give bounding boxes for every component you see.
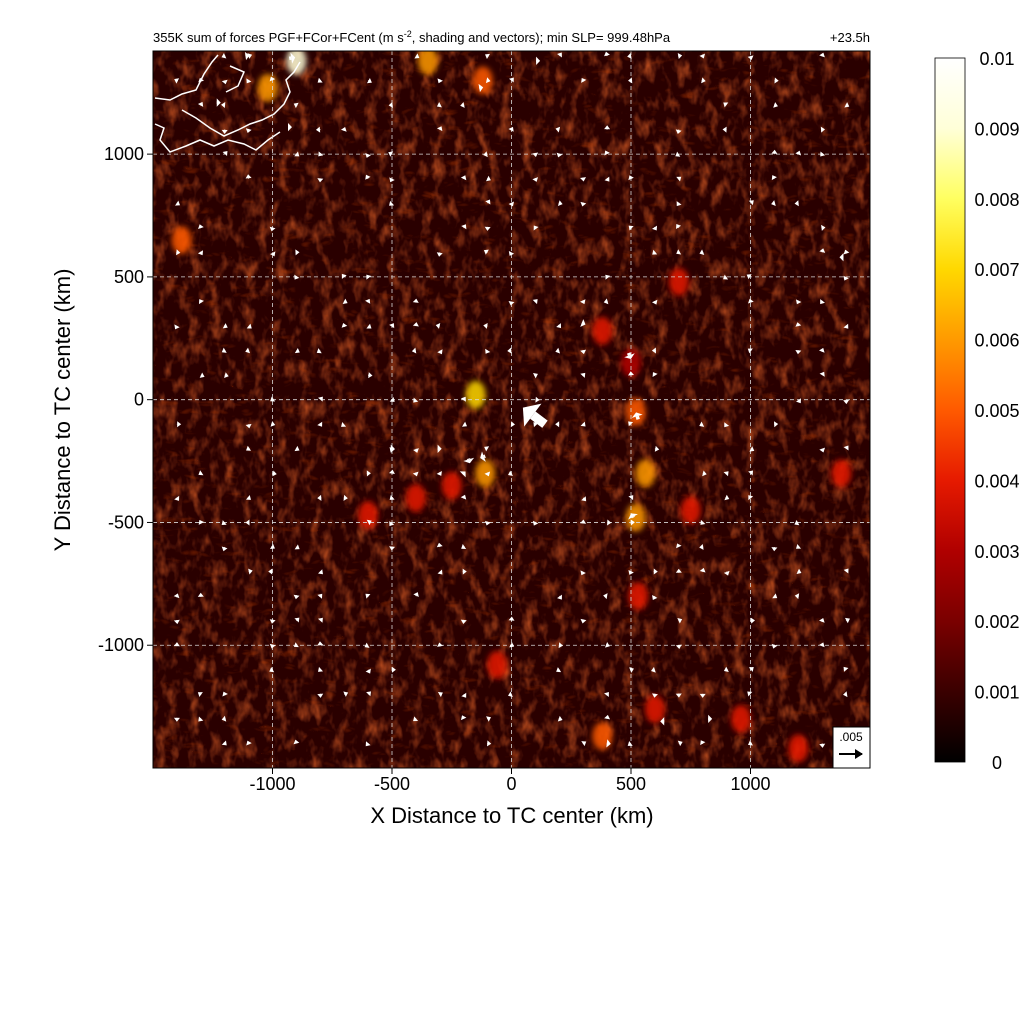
hotspot (635, 459, 655, 487)
colorbar-tick-label: 0 (992, 753, 1002, 773)
colorbar: 0 0.001 0.002 0.003 0.004 0.005 0.006 0.007 0.00… (935, 49, 1020, 773)
hotspot (731, 705, 751, 733)
time-label: +23.5h (830, 30, 870, 45)
hotspot (669, 268, 689, 296)
hotspot (172, 226, 192, 254)
hotspot (592, 317, 612, 345)
hotspot (442, 472, 462, 500)
colorbar-tick-label: 0.005 (974, 401, 1019, 421)
hotspot (258, 74, 278, 102)
reference-vector-label: .005 (839, 730, 863, 744)
x-tick-label: 500 (616, 774, 646, 794)
chart-title: 355K sum of forces PGF+FCor+FCent (m s-2… (153, 29, 671, 45)
x-tick-label: -500 (374, 774, 410, 794)
colorbar-tick-label: 0.002 (974, 612, 1019, 632)
hotspot (358, 501, 378, 529)
x-tick-label: -1000 (249, 774, 295, 794)
colorbar-tick-label: 0.008 (974, 190, 1019, 210)
hotspot (487, 651, 507, 679)
hotspot (592, 722, 612, 750)
colorbar-tick-label: 0.009 (974, 119, 1019, 139)
colorbar-tick-label: 0.001 (974, 683, 1019, 703)
reference-vector-box: .005 (833, 727, 870, 768)
hotspot (406, 484, 426, 512)
hotspot (466, 381, 486, 409)
hotspot (475, 459, 495, 487)
colorbar-tick-label: 0.003 (974, 542, 1019, 562)
y-tick-label: 500 (114, 267, 144, 287)
hotspot (626, 504, 646, 532)
colorbar-tick-label: 0.01 (979, 49, 1014, 69)
x-axis-title: X Distance to TC center (km) (370, 803, 653, 828)
x-tick-label: 1000 (730, 774, 770, 794)
colorbar-ticks: 0 0.001 0.002 0.003 0.004 0.005 0.006 0.007 0.00… (974, 49, 1019, 773)
hotspot (831, 459, 851, 487)
y-tick-label: -1000 (98, 635, 144, 655)
y-tick-label: 0 (134, 390, 144, 410)
colorbar-tick-label: 0.006 (974, 331, 1019, 351)
y-tick-label: -500 (108, 512, 144, 532)
y-tick-label: 1000 (104, 144, 144, 164)
x-tick-label: 0 (506, 774, 516, 794)
hotspot (788, 734, 808, 762)
hotspot (681, 496, 701, 524)
y-axis-title: Y Distance to TC center (km) (50, 269, 75, 552)
y-axis: -1000 -500 0 500 1000 (98, 144, 153, 655)
colorbar-tick-label: 0.007 (974, 260, 1019, 280)
plot-area (153, 47, 870, 768)
colorbar-tick-label: 0.004 (974, 471, 1019, 491)
colorbar-gradient (935, 58, 965, 762)
x-axis: -1000 -500 0 500 1000 (249, 768, 770, 794)
hotspot (645, 695, 665, 723)
